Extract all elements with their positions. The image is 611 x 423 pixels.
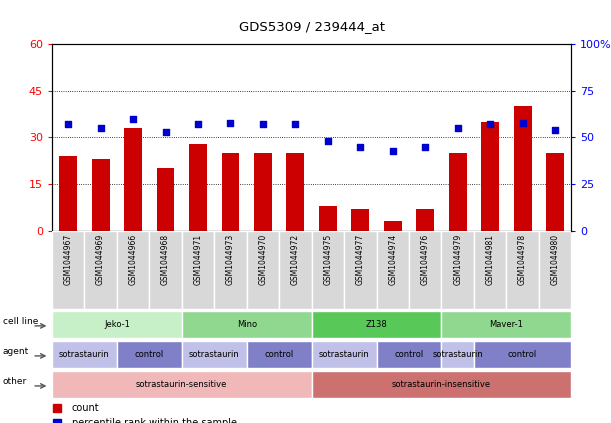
Text: GSM1044969: GSM1044969 [96, 233, 105, 285]
Point [258, 121, 268, 128]
Bar [442, 231, 474, 309]
Point [193, 121, 203, 128]
Point [356, 143, 365, 150]
Bar [124, 128, 142, 231]
Point [128, 115, 138, 122]
Text: GSM1044974: GSM1044974 [388, 233, 397, 285]
Point [323, 138, 333, 145]
Bar [416, 209, 434, 231]
Text: GSM1044970: GSM1044970 [258, 233, 268, 285]
Text: GSM1044977: GSM1044977 [356, 233, 365, 285]
Point [96, 125, 106, 132]
Text: GDS5309 / 239444_at: GDS5309 / 239444_at [239, 20, 384, 33]
Bar [222, 153, 240, 231]
Bar [84, 231, 117, 309]
Bar [92, 159, 109, 231]
Bar [156, 168, 175, 231]
Bar [52, 371, 312, 398]
Text: sotrastaurin: sotrastaurin [59, 350, 110, 359]
Bar [52, 341, 117, 368]
Text: GSM1044978: GSM1044978 [518, 233, 527, 285]
Text: Maver-1: Maver-1 [489, 320, 523, 329]
Bar [376, 341, 442, 368]
Bar [254, 153, 272, 231]
Bar [182, 231, 214, 309]
Point [290, 121, 300, 128]
Bar [279, 231, 312, 309]
Point [64, 121, 73, 128]
Bar [442, 311, 571, 338]
Point [453, 125, 463, 132]
Text: sotrastaurin-insensitive: sotrastaurin-insensitive [392, 380, 491, 389]
Text: GSM1044975: GSM1044975 [323, 233, 332, 285]
Point [550, 126, 560, 133]
Bar [448, 153, 467, 231]
Text: count: count [71, 403, 100, 412]
Text: GSM1044971: GSM1044971 [194, 233, 202, 285]
Bar [344, 231, 376, 309]
Point [225, 119, 235, 126]
Point [518, 119, 527, 126]
Text: agent: agent [2, 347, 29, 356]
Point [485, 121, 495, 128]
Bar [319, 206, 337, 231]
Bar [312, 341, 376, 368]
Bar [59, 156, 77, 231]
Text: sotrastaurin: sotrastaurin [433, 350, 483, 359]
Text: other: other [2, 377, 27, 386]
Bar [539, 231, 571, 309]
Bar [514, 107, 532, 231]
Bar [376, 231, 409, 309]
Text: Jeko-1: Jeko-1 [104, 320, 130, 329]
Text: GSM1044966: GSM1044966 [128, 233, 137, 285]
Bar [546, 153, 564, 231]
Bar [474, 341, 571, 368]
Bar [247, 231, 279, 309]
Text: sotrastaurin: sotrastaurin [189, 350, 240, 359]
Bar [287, 153, 304, 231]
Bar [117, 341, 182, 368]
Text: percentile rank within the sample: percentile rank within the sample [71, 418, 236, 423]
Text: GSM1044972: GSM1044972 [291, 233, 300, 285]
Bar [189, 144, 207, 231]
Bar [384, 221, 401, 231]
Point [388, 147, 398, 154]
Bar [351, 209, 369, 231]
Text: sotrastaurin-sensitive: sotrastaurin-sensitive [136, 380, 227, 389]
Bar [247, 341, 312, 368]
Text: GSM1044967: GSM1044967 [64, 233, 73, 285]
Text: GSM1044981: GSM1044981 [486, 233, 495, 285]
Bar [182, 311, 312, 338]
Bar [481, 122, 499, 231]
Point [161, 129, 170, 135]
Text: sotrastaurin: sotrastaurin [319, 350, 370, 359]
Text: GSM1044976: GSM1044976 [421, 233, 430, 285]
Bar [182, 341, 247, 368]
Text: control: control [265, 350, 294, 359]
Text: GSM1044979: GSM1044979 [453, 233, 462, 285]
Bar [442, 341, 474, 368]
Bar [52, 311, 182, 338]
Text: GSM1044973: GSM1044973 [226, 233, 235, 285]
Point [420, 143, 430, 150]
Text: GSM1044980: GSM1044980 [551, 233, 560, 285]
Text: cell line: cell line [2, 317, 38, 326]
Bar [214, 231, 247, 309]
Bar [312, 371, 571, 398]
Text: Z138: Z138 [365, 320, 387, 329]
Bar [312, 231, 344, 309]
Bar [312, 311, 442, 338]
Bar [409, 231, 442, 309]
Bar [149, 231, 182, 309]
Bar [117, 231, 149, 309]
Bar [474, 231, 507, 309]
Text: control: control [508, 350, 537, 359]
Text: GSM1044968: GSM1044968 [161, 233, 170, 285]
Text: control: control [134, 350, 164, 359]
Bar [507, 231, 539, 309]
Text: Mino: Mino [236, 320, 257, 329]
Text: control: control [394, 350, 423, 359]
Bar [52, 231, 84, 309]
